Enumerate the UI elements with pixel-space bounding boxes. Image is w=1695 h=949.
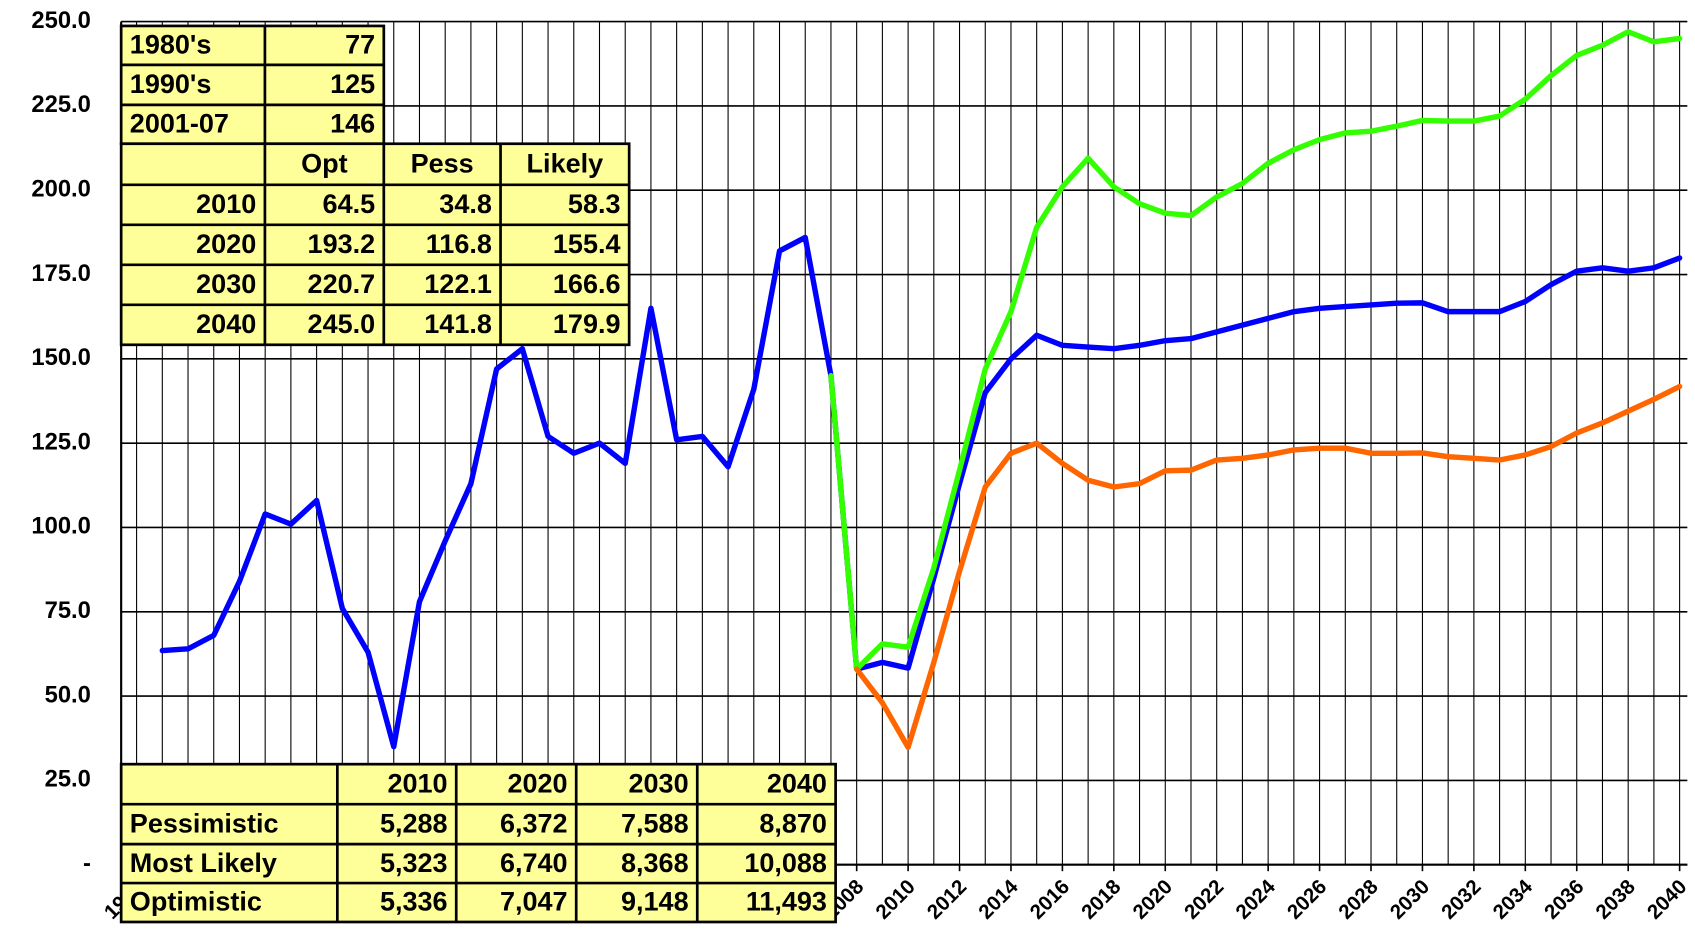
x-tick-label: 2034 <box>1488 875 1537 924</box>
y-tick-label: 150.0 <box>31 344 90 371</box>
table-cell: 5,288 <box>380 808 448 838</box>
x-tick-label: 2032 <box>1437 875 1486 924</box>
table-cell: 2001-07 <box>130 109 229 139</box>
table-cell: Pessimistic <box>130 808 279 838</box>
table-cell: Opt <box>301 149 348 179</box>
x-tick-label: 2026 <box>1283 875 1332 924</box>
y-tick-label: 75.0 <box>45 597 91 624</box>
table-cell: Most Likely <box>130 848 277 878</box>
x-tick-label: 2016 <box>1026 875 1075 924</box>
table-cell: 64.5 <box>323 189 376 219</box>
table-background <box>119 142 631 347</box>
y-tick-label: 250.0 <box>31 7 90 34</box>
x-tick-label: 2038 <box>1591 875 1640 924</box>
table-cell: 7,047 <box>500 887 568 917</box>
table-cell: 2020 <box>196 229 256 259</box>
table-cell: 2010 <box>387 768 447 798</box>
y-tick-label: 200.0 <box>31 176 90 203</box>
y-tick-label: - <box>83 850 91 877</box>
table-cell: 2040 <box>767 768 827 798</box>
table-cell: 7,588 <box>621 808 689 838</box>
y-tick-label: 25.0 <box>45 766 91 793</box>
table-cell: 166.6 <box>553 269 621 299</box>
x-tick-label: 2028 <box>1334 875 1383 924</box>
table-cell: 2010 <box>196 189 256 219</box>
y-tick-label: 125.0 <box>31 428 90 455</box>
x-tick-label: 2018 <box>1077 875 1126 924</box>
x-tick-label: 2012 <box>923 875 972 924</box>
y-tick-label: 100.0 <box>31 513 90 540</box>
x-tick-label: 2022 <box>1180 875 1229 924</box>
x-tick-label: 2036 <box>1540 875 1589 924</box>
x-tick-label: 2010 <box>871 875 920 924</box>
series-line <box>159 234 1683 750</box>
table-cell: 8,368 <box>621 848 689 878</box>
table-cell: 5,323 <box>380 848 448 878</box>
table-cell: 6,740 <box>500 848 568 878</box>
table-cell: 2040 <box>196 309 256 339</box>
y-tick-label: 50.0 <box>45 681 91 708</box>
table-cell: 58.3 <box>568 189 621 219</box>
y-tick-label: 175.0 <box>31 260 90 287</box>
table-cell: 193.2 <box>308 229 376 259</box>
table-cell: 11,493 <box>746 887 827 917</box>
table-cell: 8,870 <box>759 808 827 838</box>
table-cell: 141.8 <box>424 309 492 339</box>
table-cell: Optimistic <box>130 887 262 917</box>
table-cell: 6,372 <box>500 808 568 838</box>
x-tick-label: 2024 <box>1231 875 1280 924</box>
table-cell: 2030 <box>196 269 256 299</box>
table-cell: 155.4 <box>553 229 621 259</box>
table-cell: 2030 <box>629 768 689 798</box>
table-cell: Pess <box>411 149 474 179</box>
table-cell: 122.1 <box>424 269 492 299</box>
series-line <box>828 29 1683 672</box>
table-cell: 2020 <box>507 768 567 798</box>
table-cell: 77 <box>345 30 375 60</box>
table-cell: 9,148 <box>621 887 689 917</box>
table-cell: 1980's <box>130 30 212 60</box>
table-cell: 146 <box>330 109 375 139</box>
table-cell: 125 <box>330 69 375 99</box>
x-tick-label: 2040 <box>1643 875 1692 924</box>
series-line <box>853 383 1683 751</box>
table-cell: Likely <box>527 149 604 179</box>
table-cell: 116.8 <box>426 229 492 259</box>
table-cell: 179.9 <box>553 309 621 339</box>
x-tick-label: 2014 <box>974 875 1023 924</box>
table-cell: 245.0 <box>308 309 376 339</box>
y-tick-label: 225.0 <box>31 91 90 118</box>
x-tick-label: 2030 <box>1386 875 1435 924</box>
table-cell: 34.8 <box>439 189 492 219</box>
table-cell: 1990's <box>130 69 212 99</box>
table-cell: 220.7 <box>308 269 376 299</box>
table-cell: 5,336 <box>380 887 448 917</box>
table-cell: 10,088 <box>744 848 827 878</box>
table-background <box>119 24 386 146</box>
x-tick-label: 2020 <box>1128 875 1177 924</box>
